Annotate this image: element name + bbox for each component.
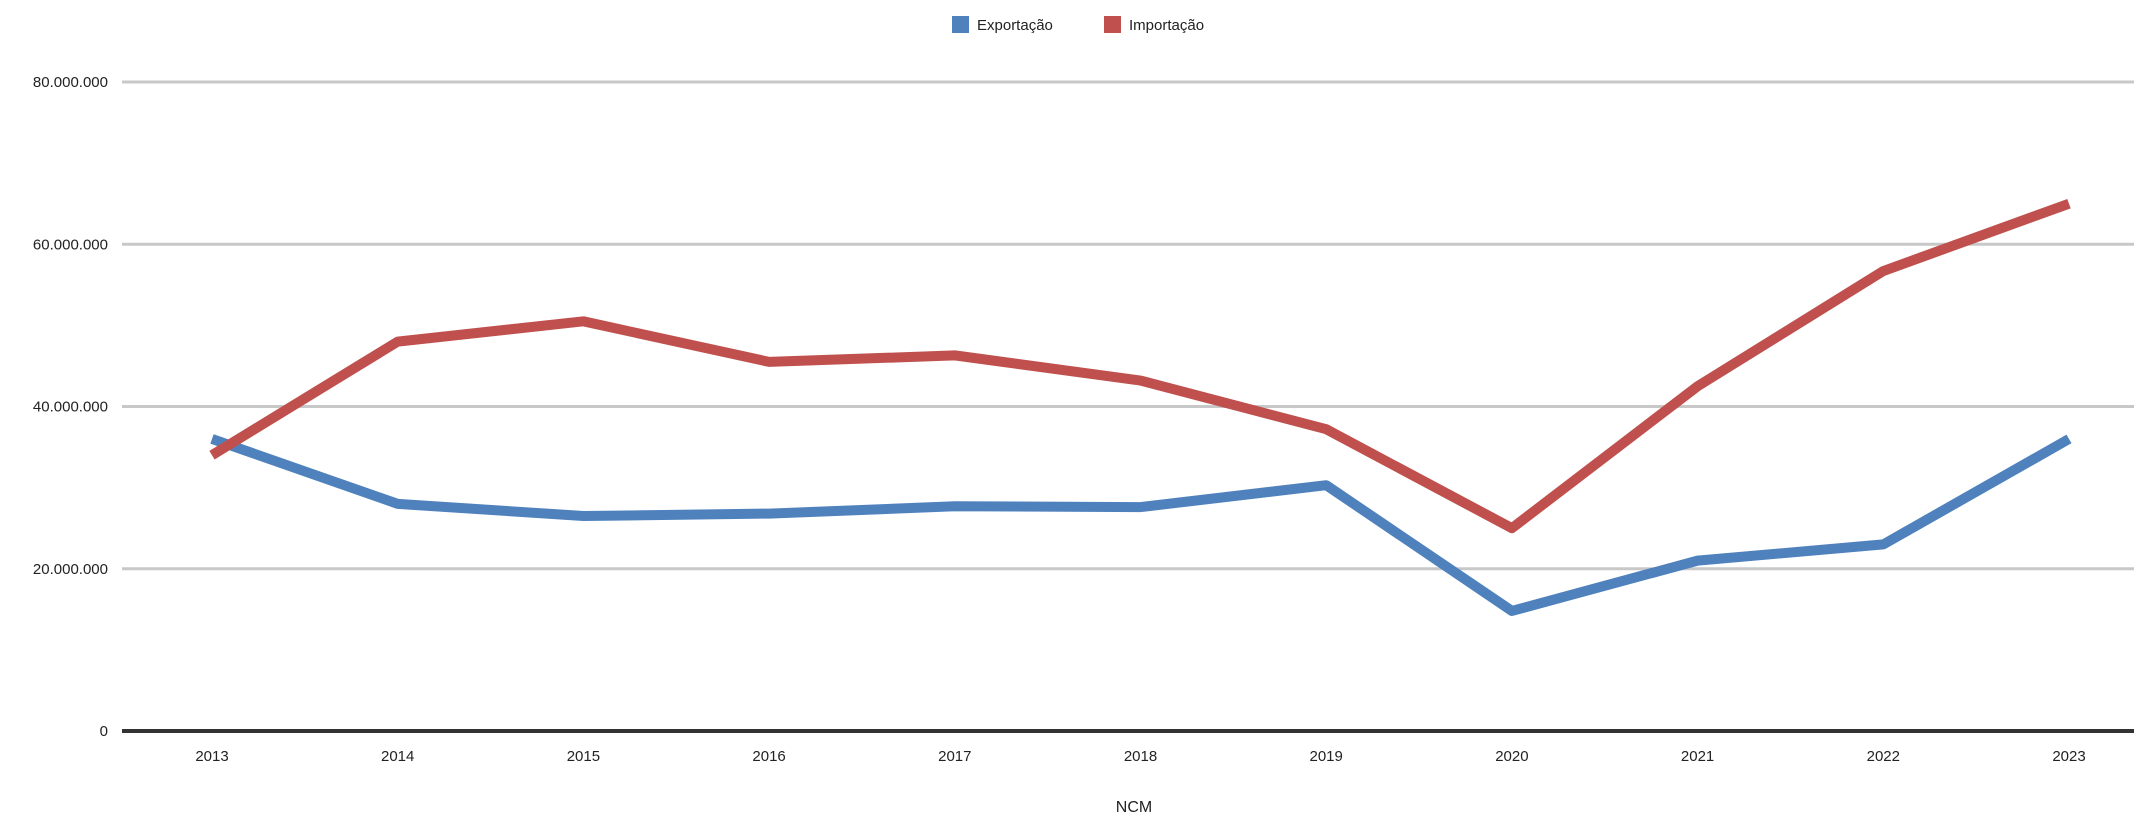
legend-label-exportacao: Exportação: [977, 17, 1053, 34]
x-tick-label: 2015: [567, 748, 600, 765]
gridlines: [122, 80, 2134, 733]
x-tick-label: 2017: [938, 748, 971, 765]
x-tick-label: 2022: [1867, 748, 1900, 765]
x-tick-label: 2021: [1681, 748, 1714, 765]
series-line-exportacao: [210, 434, 2072, 616]
series-lines: [209, 198, 2072, 616]
x-axis-title: NCM: [1116, 799, 1152, 816]
x-tick-label: 2018: [1124, 748, 1157, 765]
y-tick-label: 80.000.000: [33, 74, 108, 91]
y-tick-label: 0: [100, 723, 108, 740]
legend-swatch-importacao: [1104, 16, 1121, 33]
legend: Exportação Importação: [952, 16, 1204, 34]
legend-swatch-exportacao: [952, 16, 969, 33]
x-axis-tick-labels: 2013 2014 2015 2016 2017 2018 2019 2020 2021 2022…: [195, 748, 2085, 765]
x-tick-label: 2013: [195, 748, 228, 765]
y-axis-tick-labels: 0 20.000.000 40.000.000 60.000.000 80.000.00…: [33, 74, 108, 740]
x-tick-label: 2014: [381, 748, 414, 765]
y-tick-label: 40.000.000: [33, 399, 108, 416]
x-tick-label: 2016: [752, 748, 785, 765]
legend-label-importacao: Importação: [1129, 17, 1204, 34]
y-tick-label: 20.000.000: [33, 561, 108, 578]
y-tick-label: 60.000.000: [33, 236, 108, 253]
series-line-importacao: [209, 198, 2071, 534]
x-tick-label: 2023: [2052, 748, 2085, 765]
x-tick-label: 2019: [1310, 748, 1343, 765]
x-tick-label: 2020: [1495, 748, 1528, 765]
